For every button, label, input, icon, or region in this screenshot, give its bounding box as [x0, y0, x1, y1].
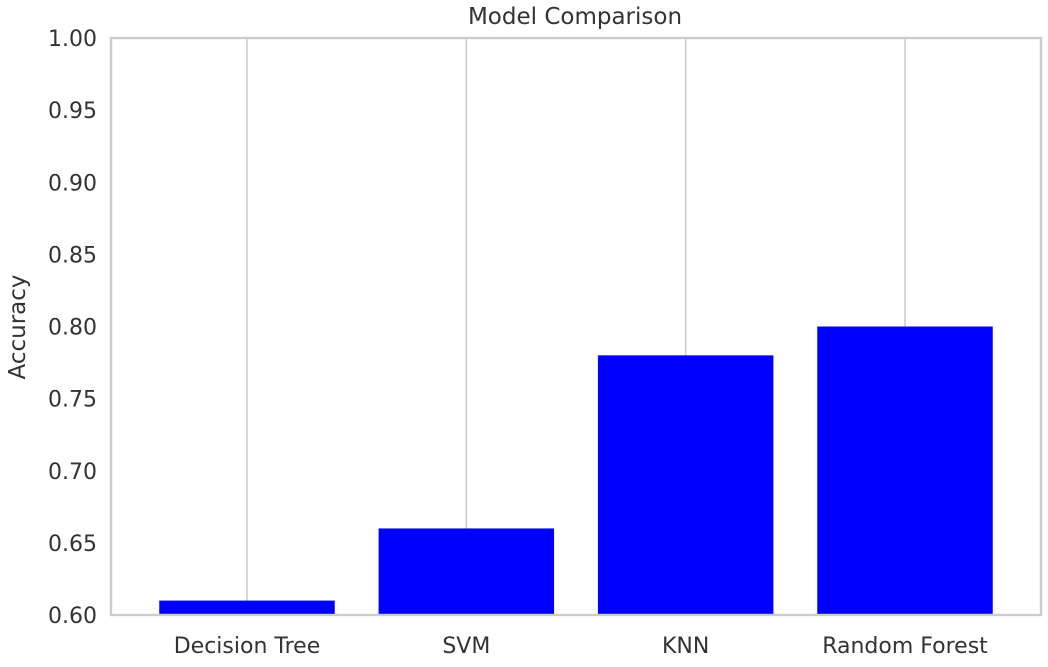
plot-frame: [109, 36, 1043, 617]
y-tick-label: 0.75: [48, 388, 97, 413]
bar-decision-tree: [159, 600, 335, 615]
y-tick-label: 0.70: [48, 460, 97, 485]
bar-svm: [378, 528, 555, 615]
x-tick-label: SVM: [442, 634, 490, 659]
y-tick-label: 0.65: [48, 532, 97, 557]
y-tick-label: 0.80: [48, 316, 97, 341]
y-axis-label: Accuracy: [5, 274, 31, 379]
bar-knn: [597, 355, 774, 615]
chart-title: Model Comparison: [468, 4, 682, 30]
grid-lines: [246, 38, 906, 615]
y-tick-label: 1.00: [48, 27, 97, 52]
x-tick-label: Random Forest: [822, 634, 988, 659]
bars: [159, 326, 993, 615]
y-axis-ticks: 0.60 0.65 0.70 0.75 0.80 0.85 0.90 0.95 1.00: [48, 27, 97, 629]
x-tick-label: KNN: [662, 634, 709, 659]
bar-random-forest: [817, 326, 993, 615]
x-tick-label: Decision Tree: [174, 634, 321, 659]
y-tick-label: 0.85: [48, 243, 97, 268]
y-tick-label: 0.95: [48, 99, 97, 124]
x-axis-ticks: Decision Tree SVM KNN Random Forest: [174, 634, 988, 659]
y-tick-label: 0.90: [48, 171, 97, 196]
y-tick-label: 0.60: [48, 604, 97, 629]
